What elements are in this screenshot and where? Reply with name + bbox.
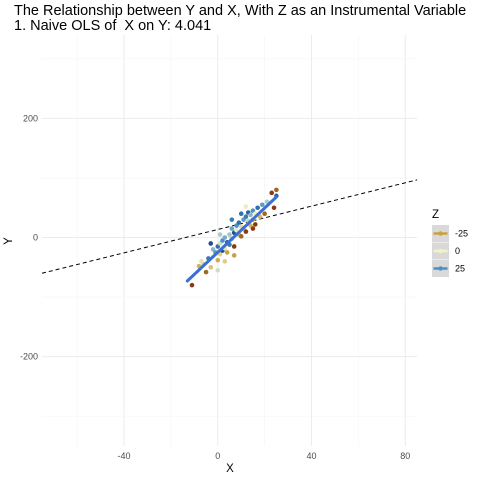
x-tick-label: 80 [400,451,410,461]
data-point [222,259,228,264]
chart-title: The Relationship between Y and X, With Z… [14,3,467,19]
y-tick-label: 0 [33,233,38,243]
naive-ols-layer [41,179,418,274]
data-point [248,212,253,218]
data-point [199,259,204,264]
data-point [243,214,249,219]
x-tick-label: -40 [118,451,131,461]
x-tick-label: 0 [215,451,220,461]
data-point [215,267,221,273]
data-point [271,205,277,211]
data-point [262,211,267,216]
data-point [243,204,249,209]
y-tick-label: 200 [23,113,38,123]
data-point [222,235,228,240]
data-point [260,202,265,208]
data-point [250,226,256,231]
data-point [252,222,258,227]
legend-label: 25 [455,264,465,274]
fit-line-layer [185,195,278,283]
naive-ols-line [41,179,418,274]
data-point [255,205,260,211]
ticks-layer: -40 0 40 80 -200 0 200 [20,113,410,461]
data-point [227,232,232,237]
grid-layer [42,35,417,446]
legend: Z -25 0 25 [432,209,468,277]
x-tick-label: 40 [307,451,317,461]
data-point [208,265,214,270]
data-point [238,234,244,239]
legend-key-point [438,248,443,254]
chart-subtitle: 1. Naive OLS of X on Y: 4.041 [14,18,212,34]
legend-key-point [438,266,443,271]
legend-label: -25 [455,229,468,239]
y-axis-title: Y [3,237,15,245]
data-point [229,217,235,222]
x-axis-title: X [226,463,234,475]
data-point [215,257,221,263]
data-point [217,232,223,237]
legend-label: 0 [455,246,460,256]
legend-title: Z [432,209,439,221]
y-tick-label: -200 [20,352,38,362]
data-point [203,269,209,275]
data-point [231,244,237,249]
data-point [189,282,195,288]
legend-key-point [438,231,443,236]
data-point [236,220,242,225]
data-point [224,250,230,255]
data-point [243,229,249,234]
data-point [229,226,235,231]
data-point [231,253,237,258]
data-point [274,187,279,193]
fit-line [185,195,278,283]
data-point [238,211,244,216]
data-point [269,190,274,196]
data-point [208,241,214,246]
